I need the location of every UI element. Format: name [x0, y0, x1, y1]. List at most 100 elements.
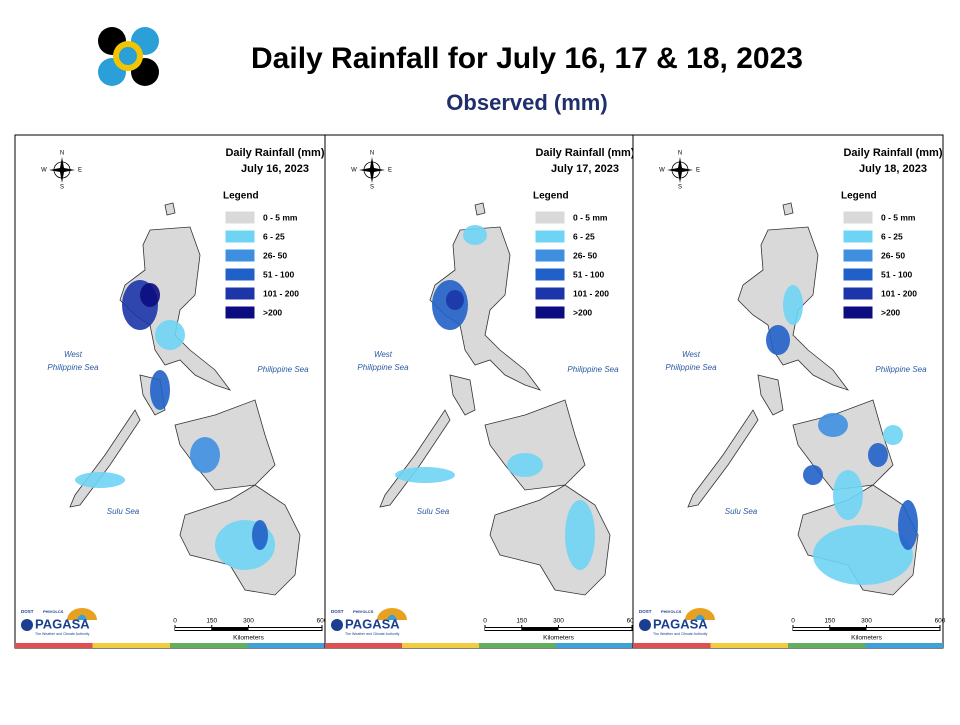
- map: [379, 202, 611, 596]
- footer-strip: [402, 643, 479, 648]
- rain-area: [565, 500, 595, 570]
- compass-label: S: [370, 185, 374, 191]
- logo-mark: [21, 619, 33, 631]
- legend-title: Legend: [533, 191, 569, 202]
- island: [687, 409, 759, 508]
- map: [69, 202, 301, 596]
- logo-tagline: The Weather and Climate Authority: [653, 632, 708, 636]
- rain-area: [766, 325, 790, 355]
- footer-strip: [15, 643, 93, 648]
- scale-segment: [793, 628, 830, 630]
- legend-label: 101 - 200: [263, 288, 299, 298]
- compass-label: W: [351, 168, 357, 174]
- logo-agency: DOST: [331, 609, 344, 614]
- scale-segment: [175, 628, 212, 630]
- panel-date: July 16, 2023: [241, 163, 309, 175]
- scale-segment: [485, 628, 522, 630]
- panel-title: Daily Rainfall (mm): [225, 147, 324, 159]
- scale-tick-label: 150: [516, 618, 527, 625]
- sea-label: West: [64, 350, 83, 359]
- sea-label: Philippine Sea: [567, 365, 619, 374]
- legend-label: 51 - 100: [881, 269, 912, 279]
- scale-tick-label: 600: [317, 618, 328, 625]
- legend-label: 26- 50: [573, 250, 597, 260]
- scale-tick-label: 0: [483, 618, 487, 625]
- legend-label: 0 - 5 mm: [263, 212, 298, 222]
- panel-title: Daily Rainfall (mm): [535, 147, 634, 159]
- scale-segment: [866, 628, 940, 630]
- footer-strip: [865, 643, 943, 648]
- logo-umbrella-part: [387, 614, 397, 620]
- footer-strip: [710, 643, 788, 648]
- sea-label: Philippine Sea: [47, 363, 99, 372]
- legend-swatch: [842, 210, 874, 225]
- compass: N S W E: [41, 151, 82, 191]
- legend-swatch: [534, 229, 566, 244]
- sea-label: Philippine Sea: [665, 363, 717, 372]
- logo-umbrella: [67, 608, 97, 620]
- legend-swatch: [224, 229, 256, 244]
- logo-agency: DOST: [21, 609, 34, 614]
- compass: N S W E: [659, 151, 700, 191]
- island: [119, 226, 232, 391]
- scale-tick-label: 0: [173, 618, 177, 625]
- logo-tagline: The Weather and Climate Authority: [345, 632, 400, 636]
- island: [429, 226, 542, 391]
- compass-label: E: [78, 168, 82, 174]
- legend-label: 6 - 25: [573, 231, 595, 241]
- legend-swatch: [534, 286, 566, 301]
- legend-label: 0 - 5 mm: [573, 212, 608, 222]
- legend-swatch: [842, 229, 874, 244]
- logo-name: PAGASA: [35, 616, 90, 631]
- logo-umbrella-part: [695, 614, 705, 620]
- rain-area: [463, 225, 487, 245]
- rain-area: [150, 370, 170, 410]
- map-panel: N S W E Daily Rainfall (mm) July 18, 2023 Lege…: [632, 134, 946, 649]
- legend-label: >200: [881, 307, 900, 317]
- legend-swatch: [534, 267, 566, 282]
- rain-area: [813, 525, 913, 585]
- legend-swatch: [842, 305, 874, 320]
- logo-tagline: The Weather and Climate Authority: [35, 632, 90, 636]
- compass-label: N: [60, 151, 64, 157]
- sea-label: Sulu Sea: [417, 507, 450, 516]
- rain-area: [395, 467, 455, 483]
- compass-star: [359, 157, 385, 183]
- island: [782, 202, 794, 216]
- logo-sub: PHIVOLCS: [353, 609, 374, 614]
- legend-swatch: [534, 210, 566, 225]
- legend-swatch: [842, 286, 874, 301]
- legend-swatch: [842, 248, 874, 263]
- compass-label: E: [696, 168, 700, 174]
- scale-tick-label: 0: [791, 618, 795, 625]
- logo-umbrella: [377, 608, 407, 620]
- footer-strip: [325, 643, 402, 648]
- compass-label: W: [41, 168, 47, 174]
- panel-date: July 18, 2023: [859, 163, 927, 175]
- logo-mark: [639, 619, 651, 631]
- legend-swatch: [534, 248, 566, 263]
- scale-segment: [558, 628, 632, 630]
- compass-star: [49, 157, 75, 183]
- footer-strip: [633, 643, 711, 648]
- logo-name: PAGASA: [653, 616, 708, 631]
- logo-umbrella-part: [77, 614, 87, 620]
- subtitle: Observed (mm): [446, 90, 607, 115]
- legend-label: 0 - 5 mm: [881, 212, 916, 222]
- sea-label: West: [682, 350, 701, 359]
- scale-tick-label: 600: [935, 618, 946, 625]
- legend-label: 6 - 25: [263, 231, 285, 241]
- legend-label: >200: [263, 307, 282, 317]
- logo-sub: PHIVOLCS: [661, 609, 682, 614]
- compass: N S W E: [351, 151, 392, 191]
- island: [164, 202, 176, 216]
- legend-label: 101 - 200: [881, 288, 917, 298]
- rain-area: [898, 500, 918, 550]
- sea-label: Philippine Sea: [875, 365, 927, 374]
- rain-area: [818, 413, 848, 437]
- legend-swatch: [842, 267, 874, 282]
- scale-tick-label: 600: [627, 618, 638, 625]
